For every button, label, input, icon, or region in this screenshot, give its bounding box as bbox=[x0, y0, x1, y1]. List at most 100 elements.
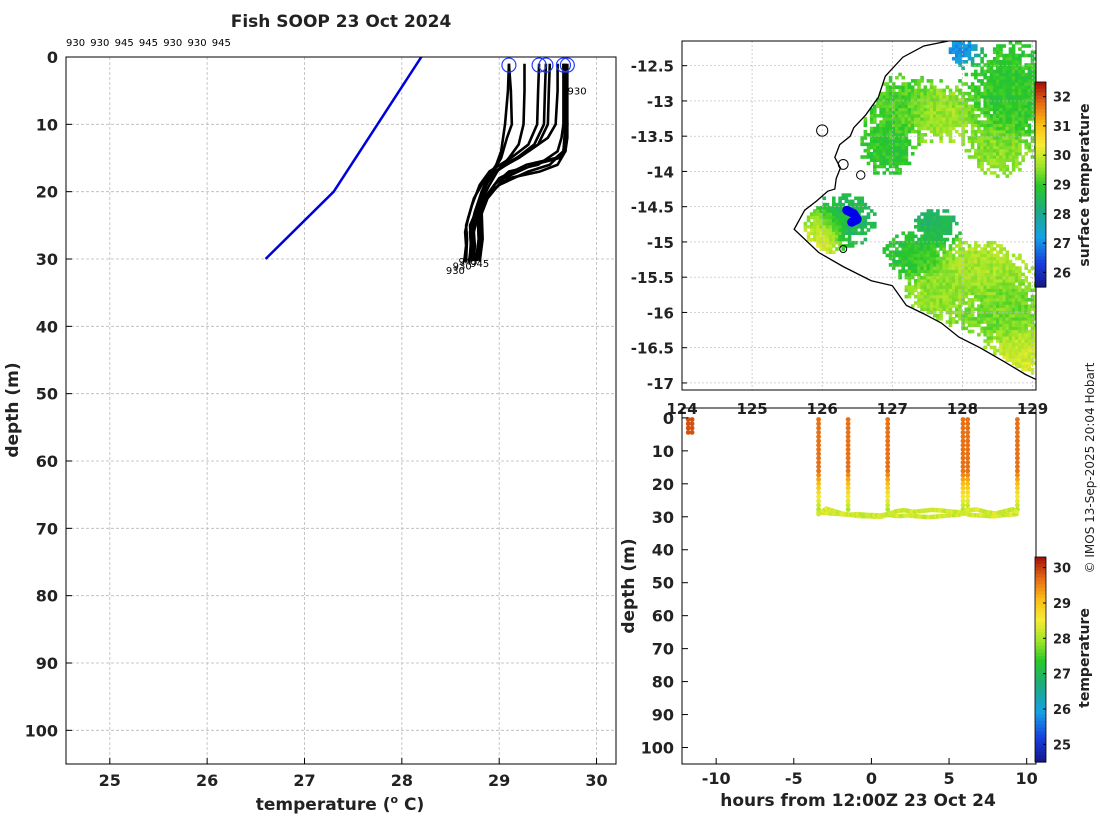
sst-cell bbox=[1008, 158, 1013, 162]
sst-cell bbox=[983, 120, 987, 124]
sst-cell bbox=[914, 79, 918, 83]
sst-cell bbox=[980, 136, 984, 140]
sst-cell bbox=[891, 259, 896, 264]
sst-cell bbox=[863, 202, 868, 207]
temperature-profile-line bbox=[469, 63, 526, 262]
sst-cell bbox=[917, 247, 921, 251]
sst-cell bbox=[1015, 152, 1019, 156]
sst-cell bbox=[948, 231, 953, 235]
sst-cell bbox=[1021, 104, 1025, 109]
sst-cell bbox=[992, 82, 997, 86]
sst-cell bbox=[828, 221, 833, 226]
sst-cell bbox=[936, 285, 940, 289]
sst-cell bbox=[844, 237, 849, 242]
sst-cell bbox=[1033, 355, 1036, 359]
sst-cell bbox=[955, 294, 959, 299]
sst-cell bbox=[914, 279, 918, 283]
sst-cell bbox=[986, 269, 991, 273]
sst-cell bbox=[961, 279, 965, 283]
sst-cell bbox=[860, 196, 864, 201]
sst-cell bbox=[926, 209, 931, 213]
sst-cell bbox=[869, 136, 874, 140]
sst-cell bbox=[1021, 50, 1025, 55]
sst-cell bbox=[951, 56, 956, 61]
sst-cell bbox=[828, 228, 833, 232]
sst-cell bbox=[885, 98, 890, 102]
sst-cell bbox=[983, 288, 987, 293]
ts-cast-point bbox=[885, 468, 891, 474]
sst-cell bbox=[898, 158, 902, 162]
sst-cell bbox=[1015, 82, 1019, 86]
sst-cell bbox=[844, 231, 849, 235]
sst-cell bbox=[945, 291, 950, 296]
sst-cell bbox=[917, 285, 921, 289]
sst-cell bbox=[939, 304, 943, 308]
sst-cell bbox=[879, 107, 883, 112]
sst-cell bbox=[888, 85, 893, 89]
sst-cell bbox=[882, 104, 887, 109]
sst-cell bbox=[992, 307, 997, 312]
ts-cast-point bbox=[816, 425, 821, 431]
sst-cell bbox=[882, 247, 887, 251]
sst-cell bbox=[986, 323, 991, 327]
sst-cell bbox=[980, 288, 984, 293]
sst-cell bbox=[964, 263, 969, 267]
sst-cell bbox=[898, 104, 902, 109]
sst-cell bbox=[939, 237, 943, 242]
sst-cell bbox=[945, 301, 950, 305]
sst-cell bbox=[1024, 291, 1028, 296]
sst-cell bbox=[879, 161, 883, 166]
sst-cell bbox=[939, 126, 943, 131]
sst-cell bbox=[885, 155, 890, 159]
sst-cell bbox=[1005, 259, 1010, 264]
sst-cell bbox=[910, 91, 915, 96]
sst-cell bbox=[992, 323, 997, 327]
sst-cell bbox=[996, 158, 1000, 162]
ts-cast-point bbox=[816, 430, 821, 435]
sst-cell bbox=[1002, 167, 1006, 172]
sst-cell bbox=[961, 313, 965, 318]
sst-cell bbox=[895, 158, 899, 162]
sst-cell bbox=[992, 101, 997, 105]
profile-ytick-label: 40 bbox=[36, 317, 58, 336]
sst-cell bbox=[933, 291, 937, 296]
sst-cell bbox=[977, 272, 981, 277]
sst-cell bbox=[895, 98, 899, 102]
sst-cell bbox=[923, 123, 928, 128]
sst-cell bbox=[986, 317, 991, 321]
sst-cell bbox=[939, 101, 943, 105]
sst-cell bbox=[879, 114, 883, 118]
ts-colorbar-segment bbox=[1035, 721, 1046, 726]
sst-cell bbox=[910, 145, 915, 150]
sst-cell bbox=[999, 120, 1003, 124]
sst-cell bbox=[917, 304, 921, 308]
sst-cell bbox=[989, 85, 994, 89]
sst-cell bbox=[977, 244, 981, 248]
sst-cell bbox=[961, 294, 965, 299]
sst-cell bbox=[958, 231, 962, 235]
sst-cell bbox=[980, 326, 984, 331]
ts-cast-point bbox=[816, 460, 821, 465]
sst-cell bbox=[945, 104, 950, 109]
sst-cell bbox=[961, 120, 965, 124]
sst-cell bbox=[933, 129, 937, 134]
sst-cell bbox=[983, 282, 987, 286]
sst-cell bbox=[970, 329, 975, 334]
sst-cell bbox=[822, 202, 827, 207]
sst-cell bbox=[917, 136, 921, 140]
sst-cell bbox=[939, 288, 943, 293]
sst-cell bbox=[933, 221, 937, 226]
sst-cell bbox=[955, 288, 959, 293]
sst-cell bbox=[970, 88, 975, 93]
sst-cell bbox=[983, 136, 987, 140]
sst-cell bbox=[850, 240, 855, 245]
sst-cell bbox=[992, 291, 997, 296]
sst-cell bbox=[885, 148, 890, 153]
sst-cell bbox=[948, 253, 953, 258]
sst-cell bbox=[873, 142, 877, 147]
sst-cell bbox=[822, 206, 827, 210]
sst-cell bbox=[945, 231, 950, 235]
sst-cell bbox=[1024, 294, 1028, 299]
sst-cell bbox=[958, 279, 962, 283]
sst-cell bbox=[1021, 329, 1025, 334]
